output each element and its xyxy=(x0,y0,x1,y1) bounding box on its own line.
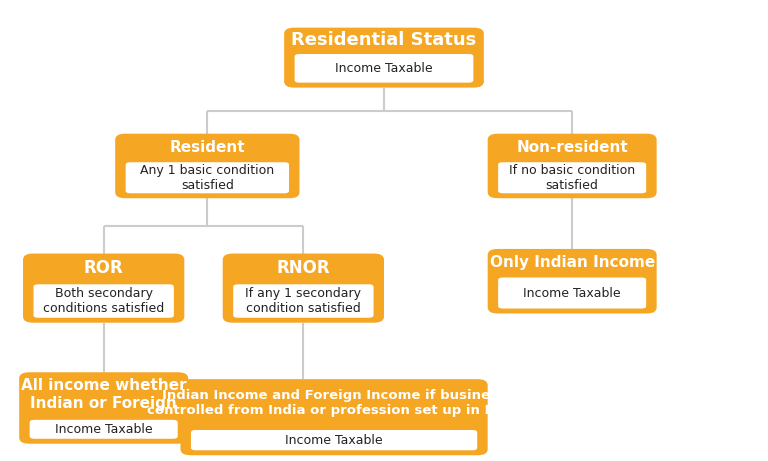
FancyBboxPatch shape xyxy=(232,283,375,319)
Text: If no basic condition
satisfied: If no basic condition satisfied xyxy=(509,164,635,192)
Text: ROR: ROR xyxy=(84,259,124,278)
Text: Income Taxable: Income Taxable xyxy=(285,434,383,447)
Text: Income Taxable: Income Taxable xyxy=(55,423,153,436)
FancyBboxPatch shape xyxy=(488,134,657,198)
Text: Income Taxable: Income Taxable xyxy=(335,62,433,75)
Text: Only Indian Income: Only Indian Income xyxy=(489,255,655,270)
FancyBboxPatch shape xyxy=(293,53,475,84)
FancyBboxPatch shape xyxy=(190,429,478,452)
FancyBboxPatch shape xyxy=(497,161,647,195)
FancyBboxPatch shape xyxy=(124,161,290,195)
FancyBboxPatch shape xyxy=(19,372,188,443)
Text: If any 1 secondary
condition satisfied: If any 1 secondary condition satisfied xyxy=(245,287,362,315)
FancyBboxPatch shape xyxy=(180,379,488,455)
Text: All income whether
Indian or Foreign: All income whether Indian or Foreign xyxy=(21,378,187,411)
Text: Indian Income and Foreign Income if business
controlled from India or profession: Indian Income and Foreign Income if busi… xyxy=(147,389,521,417)
FancyBboxPatch shape xyxy=(497,276,647,310)
Text: Any 1 basic condition
satisfied: Any 1 basic condition satisfied xyxy=(141,164,274,192)
FancyBboxPatch shape xyxy=(488,249,657,313)
Text: Both secondary
conditions satisfied: Both secondary conditions satisfied xyxy=(43,287,164,315)
Text: Residential Status: Residential Status xyxy=(291,31,477,49)
Text: RNOR: RNOR xyxy=(276,259,330,278)
FancyBboxPatch shape xyxy=(223,254,384,323)
FancyBboxPatch shape xyxy=(28,419,179,440)
FancyBboxPatch shape xyxy=(284,28,484,88)
FancyBboxPatch shape xyxy=(32,283,175,319)
Text: Resident: Resident xyxy=(170,140,245,155)
Text: Income Taxable: Income Taxable xyxy=(523,287,621,300)
FancyBboxPatch shape xyxy=(115,134,300,198)
FancyBboxPatch shape xyxy=(23,254,184,323)
Text: Non-resident: Non-resident xyxy=(516,140,628,155)
